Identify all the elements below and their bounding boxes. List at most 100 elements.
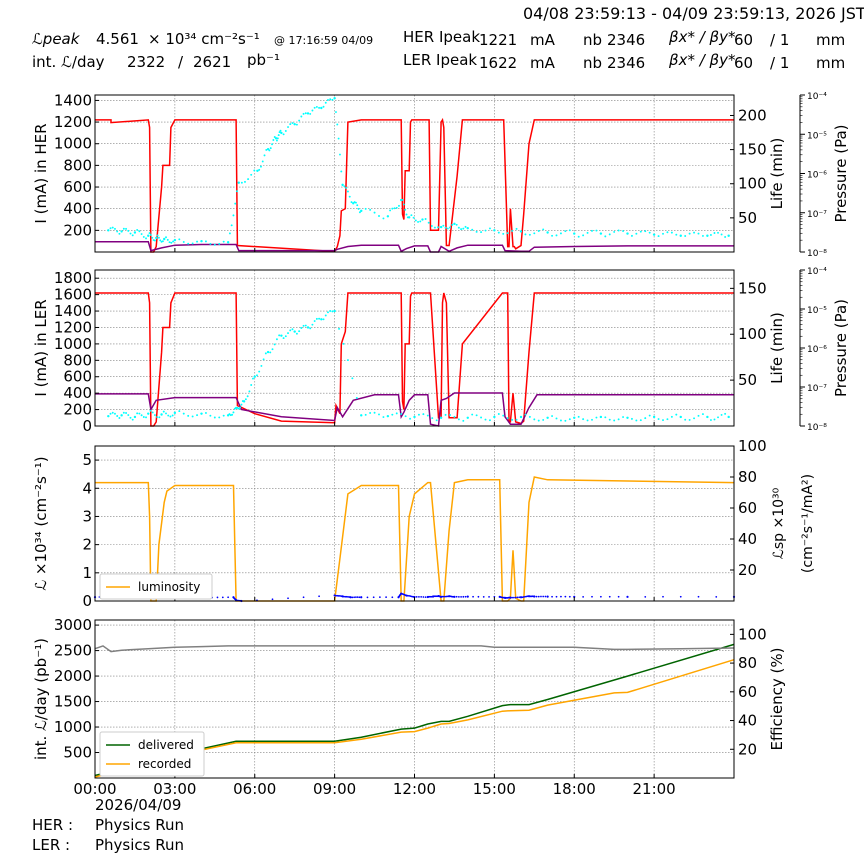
pressure-point <box>118 417 121 419</box>
pressure-point <box>437 226 439 229</box>
pressure-point <box>373 411 376 414</box>
pressure-point <box>727 415 730 419</box>
pressure-point <box>165 412 167 415</box>
specific_luminosity-point <box>715 596 718 598</box>
pressure-point <box>389 209 392 212</box>
pressure-point <box>480 416 483 419</box>
pressure-point <box>276 137 279 140</box>
pressure-point <box>713 232 716 234</box>
specific_luminosity-point <box>551 595 553 598</box>
pressure-point <box>250 384 253 386</box>
pressure-point <box>300 115 303 118</box>
pressure-point <box>515 227 518 230</box>
pressure-point <box>213 416 216 419</box>
specific_luminosity-point <box>422 596 425 598</box>
specific_luminosity-point <box>343 595 345 598</box>
pressure-point <box>626 232 629 235</box>
ler-ipeak-label: LER Ipeak <box>403 51 478 69</box>
pressure-point <box>244 398 247 401</box>
pressure-point <box>178 238 181 241</box>
pressure-point <box>324 101 327 104</box>
y-right-tick-label: 60 <box>738 499 757 517</box>
y-tick-label: 4 <box>82 479 92 497</box>
specific_luminosity-point <box>544 595 547 598</box>
y-tick-label: 1800 <box>54 269 92 287</box>
pressure-point <box>577 415 580 418</box>
pressure-point <box>133 231 137 234</box>
pressure-point <box>320 106 323 110</box>
y-right-tick-label: 50 <box>738 209 757 227</box>
pressure-point <box>599 415 603 419</box>
pressure-point <box>280 334 283 337</box>
pressure-point <box>720 413 723 416</box>
x-tick-label: 06:00 <box>233 780 276 798</box>
pressure-point <box>670 231 673 234</box>
delivered-line <box>94 643 735 777</box>
pressure-point <box>275 338 278 341</box>
pressure-point <box>506 232 509 235</box>
pressure-point <box>226 241 230 244</box>
y-tick-label: 400 <box>63 384 92 402</box>
pressure-point <box>460 228 463 231</box>
pressure-point <box>302 324 305 327</box>
pressure-point <box>497 231 500 234</box>
pressure-point <box>493 229 496 232</box>
pressure-point <box>149 409 152 412</box>
pressure-point <box>173 238 177 242</box>
pressure-point <box>151 236 154 239</box>
pressure-point <box>282 337 285 340</box>
lpeak-value: 4.561 <box>96 30 139 48</box>
y-tick-label: 500 <box>63 744 92 762</box>
pressure-point <box>333 309 336 313</box>
pressure-point <box>401 198 404 201</box>
pressure-point <box>709 233 712 236</box>
pressure-point <box>295 332 298 335</box>
specific_luminosity-point <box>464 595 467 598</box>
y-right-tick-label: 200 <box>738 106 767 124</box>
pressure-point <box>404 208 407 211</box>
y-tick-label: 2500 <box>54 642 92 660</box>
pressure-point <box>232 214 235 217</box>
pressure-point <box>232 411 235 414</box>
pressure-point <box>511 418 514 421</box>
her-ipeak-value: 1221 <box>479 31 518 49</box>
pressure-point <box>666 418 669 421</box>
specific_luminosity-point <box>391 596 394 599</box>
pressure-point <box>158 416 161 419</box>
specific_luminosity-point <box>336 594 339 597</box>
pressure-point <box>200 412 203 415</box>
pressure-point <box>129 232 132 235</box>
pressure-point <box>318 106 321 109</box>
specific_luminosity-point <box>351 596 354 599</box>
footer-ler-label: LER : <box>32 836 71 854</box>
pressure-point <box>213 243 216 246</box>
pressure-point <box>471 413 474 416</box>
specific_luminosity-point <box>564 595 567 598</box>
pressure-point <box>398 204 400 207</box>
pressure-point <box>258 168 261 171</box>
x-tick-label: 21:00 <box>633 780 676 798</box>
specific_luminosity-point <box>679 595 682 598</box>
pressure-point <box>291 122 294 124</box>
pressure-point <box>304 324 307 327</box>
y-tick-label: 1000 <box>54 335 92 353</box>
lpeak-time: @ 17:16:59 04/09 <box>274 34 374 47</box>
pressure-point <box>382 416 385 418</box>
pressure-point <box>239 406 242 409</box>
specific_luminosity-point <box>356 596 359 599</box>
pressure-point <box>662 232 664 235</box>
specific_luminosity-point <box>516 596 519 599</box>
recorded-line <box>94 658 735 778</box>
pressure-point <box>260 364 263 367</box>
pressure-point <box>140 233 143 236</box>
pressure-point <box>178 410 181 413</box>
pressure-point <box>269 351 272 354</box>
specific_luminosity-point <box>472 595 474 598</box>
pressure-point <box>546 231 549 234</box>
specific_luminosity-point <box>509 596 512 599</box>
pressure-point <box>382 217 385 220</box>
legend-label: delivered <box>138 738 194 752</box>
pressure-point <box>358 211 361 214</box>
specific_luminosity-point <box>460 595 462 598</box>
pressure-point <box>449 226 451 229</box>
